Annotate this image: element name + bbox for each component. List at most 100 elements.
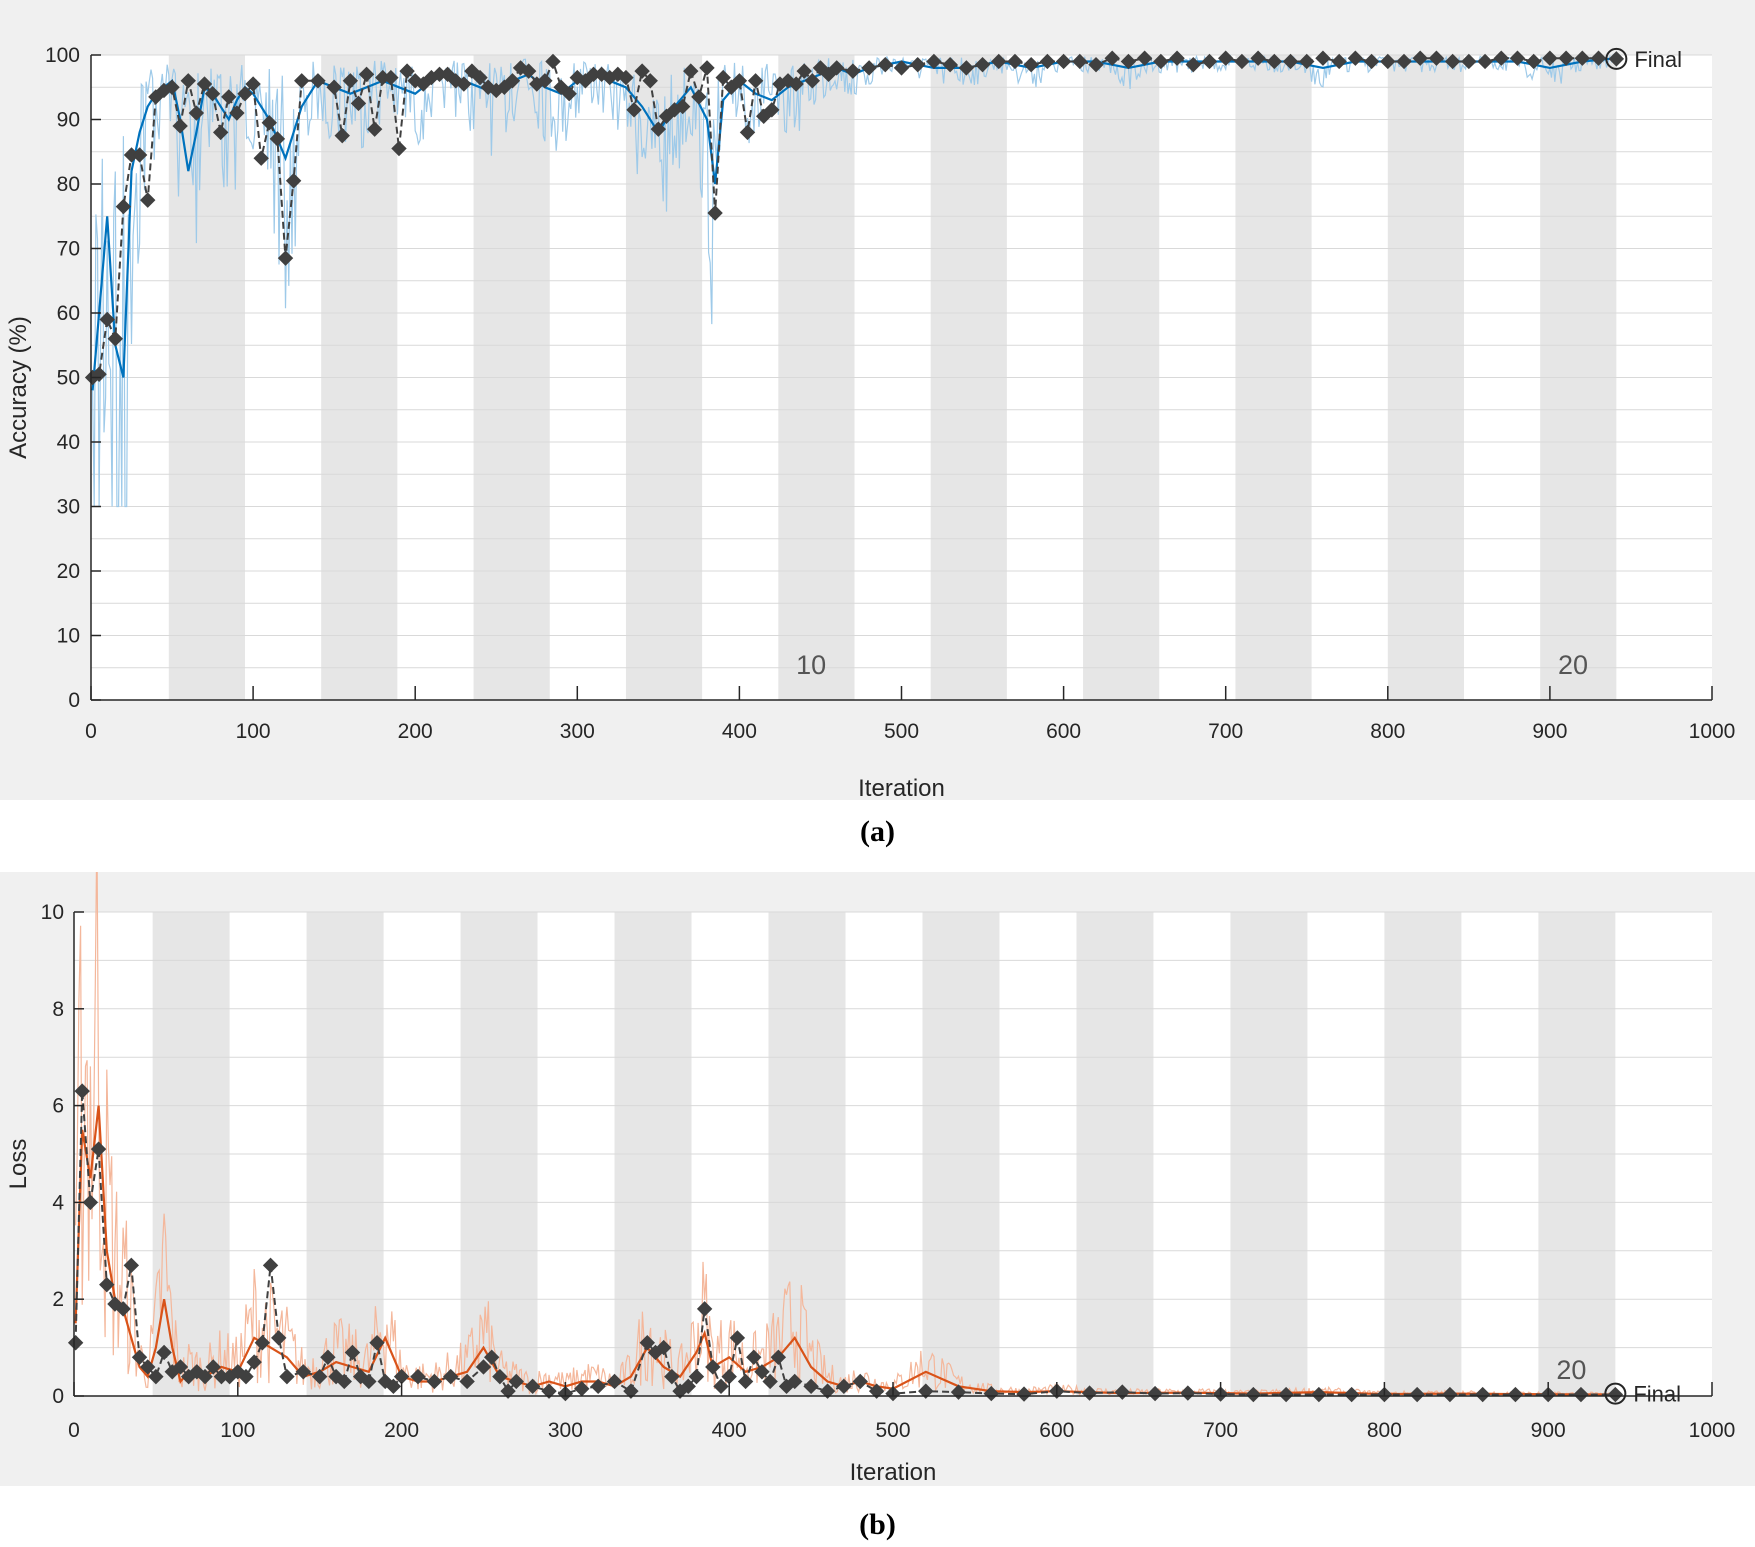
validation-point xyxy=(707,205,723,221)
validation-point xyxy=(1245,1386,1262,1403)
validation-point xyxy=(1542,50,1558,66)
validation-point xyxy=(245,76,261,92)
validation-point xyxy=(254,1335,271,1351)
validation-point xyxy=(1409,1386,1425,1403)
validation-point xyxy=(350,95,367,112)
validation-point xyxy=(156,1344,172,1361)
validation-point xyxy=(1343,1386,1360,1403)
validation-point xyxy=(197,1368,213,1385)
validation-point xyxy=(344,1344,361,1361)
validation-point xyxy=(326,79,342,95)
validation-point xyxy=(524,1378,541,1395)
validation-point xyxy=(983,1385,999,1402)
validation-point xyxy=(1147,1385,1163,1402)
validation-point xyxy=(334,127,350,144)
validation-point xyxy=(1104,50,1120,66)
x-tick-label: 200 xyxy=(384,1419,419,1442)
validation-point xyxy=(311,1368,328,1385)
validation-point xyxy=(115,1301,131,1317)
final-marker xyxy=(1604,1382,1627,1405)
validation-point xyxy=(803,1378,819,1395)
validation-point xyxy=(261,115,278,131)
validation-point xyxy=(520,63,537,79)
x-tick-label: 200 xyxy=(398,720,433,743)
validation-point xyxy=(974,56,991,73)
validation-point xyxy=(385,1378,402,1395)
validation-point xyxy=(99,1276,115,1293)
x-tick-label: 400 xyxy=(712,1419,747,1442)
y-tick-label: 8 xyxy=(52,998,64,1021)
validation-point xyxy=(205,1359,221,1375)
validation-point xyxy=(295,1364,312,1380)
validation-point xyxy=(253,150,269,166)
validation-point xyxy=(537,73,553,89)
validation-point xyxy=(508,1373,524,1390)
validation-point xyxy=(877,56,893,73)
validation-point xyxy=(650,121,667,137)
validation-point xyxy=(131,1349,148,1365)
validation-point xyxy=(729,1330,746,1346)
validation-point xyxy=(788,76,804,92)
y-tick-label: 20 xyxy=(57,560,80,583)
validation-point xyxy=(626,102,642,118)
validation-point xyxy=(1573,1386,1589,1403)
validation-point xyxy=(475,1359,492,1375)
validation-point xyxy=(655,1339,672,1356)
validation-point xyxy=(383,69,399,86)
x-tick-label: 100 xyxy=(220,1419,255,1442)
validation-point xyxy=(196,76,213,92)
validation-point xyxy=(140,1359,156,1375)
validation-point xyxy=(180,73,196,89)
validation-point xyxy=(361,1373,377,1390)
validation-point xyxy=(731,73,748,89)
validation-point xyxy=(1250,50,1266,66)
validation-point xyxy=(1507,1386,1524,1403)
y-tick-label: 70 xyxy=(57,238,80,261)
validation-point xyxy=(796,63,812,79)
validation-point xyxy=(472,69,488,86)
y-tick-label: 0 xyxy=(52,1385,64,1408)
validation-point xyxy=(410,1368,426,1385)
validation-point xyxy=(634,63,650,79)
validation-point xyxy=(82,1194,99,1211)
accuracy-chart-panel: 0 100 200 300 400 500 600 700 800 900 1000 0 10 20 30 4… xyxy=(0,0,1755,800)
x-tick-label: 500 xyxy=(884,720,919,743)
validation-point xyxy=(1493,50,1509,66)
x-tick-label: 100 xyxy=(236,720,271,743)
validation-point xyxy=(683,63,699,79)
validation-point xyxy=(140,192,156,208)
x-tick-label: 700 xyxy=(1208,720,1243,743)
validation-point xyxy=(1442,1386,1458,1403)
validation-point xyxy=(1185,56,1201,73)
validation-point xyxy=(1428,50,1445,66)
validation-point xyxy=(238,1368,254,1385)
validation-point xyxy=(696,1301,713,1317)
validation-point xyxy=(618,69,634,86)
validation-point xyxy=(762,1373,778,1390)
validation-line xyxy=(74,1091,1616,1396)
y-tick-label: 80 xyxy=(57,173,80,196)
validation-point xyxy=(1072,53,1088,70)
x-tick-label: 0 xyxy=(68,1419,80,1442)
validation-point xyxy=(819,1383,836,1399)
validation-point xyxy=(787,1373,803,1390)
x-tick-label: 800 xyxy=(1367,1419,1402,1442)
validation-point xyxy=(836,1378,852,1395)
validation-point xyxy=(115,198,132,215)
x-tick-label: 500 xyxy=(875,1419,910,1442)
validation-point xyxy=(991,53,1007,70)
validation-point xyxy=(366,121,383,137)
validation-point xyxy=(269,131,286,147)
y-tick-label: 2 xyxy=(52,1288,64,1311)
validation-point xyxy=(918,1383,934,1399)
validation-point xyxy=(1525,53,1542,70)
x-tick-label: 300 xyxy=(548,1419,583,1442)
validation-point xyxy=(204,85,221,102)
validation-point xyxy=(237,85,253,102)
validation-point xyxy=(342,73,359,89)
x-tick-label: 600 xyxy=(1046,720,1081,743)
validation-point xyxy=(90,1141,107,1157)
validation-point xyxy=(1331,53,1347,70)
validation-point xyxy=(1574,50,1591,66)
validation-point xyxy=(1474,1386,1491,1403)
